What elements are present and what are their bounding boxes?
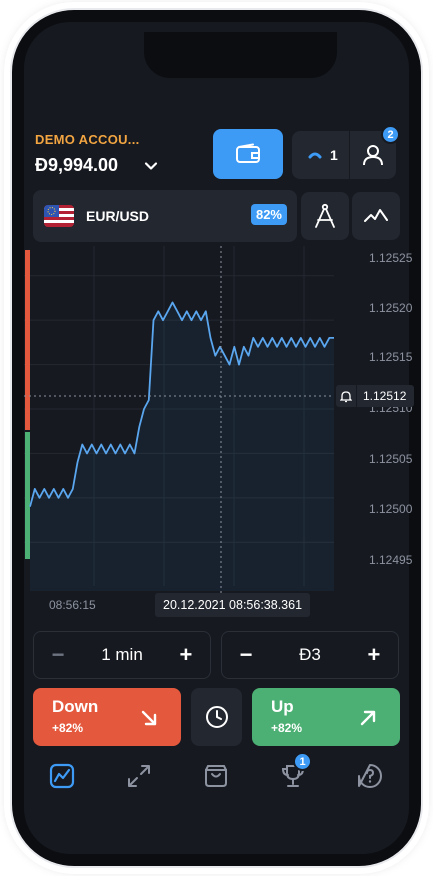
notification-badge: 2 <box>381 125 400 144</box>
up-label: Up <box>271 697 294 716</box>
shop-icon[interactable] <box>202 762 230 790</box>
trophy-icon[interactable]: 1 <box>279 752 312 790</box>
y-tick-label: 1.12505 <box>369 452 413 466</box>
amount-value: Đ3 <box>299 645 321 664</box>
y-tick-label: 1.12495 <box>369 553 413 567</box>
y-tick-label: 1.12520 <box>369 301 413 315</box>
down-label: Down <box>52 697 99 716</box>
up-zone-bar <box>25 432 30 559</box>
x-tick-label: 08:56:15 <box>49 598 96 612</box>
y-tick-label: 1.12525 <box>369 251 413 265</box>
chart-type-button[interactable] <box>352 192 400 240</box>
amount-decrease-button[interactable]: − <box>239 642 253 667</box>
wallet-button[interactable] <box>213 129 283 179</box>
help-icon[interactable] <box>356 762 384 790</box>
swap-icon[interactable] <box>125 762 153 790</box>
duration-stepper[interactable]: − 1 min + <box>33 631 211 679</box>
price-area <box>30 302 334 591</box>
chart-canvas[interactable] <box>24 246 409 622</box>
duration-decrease-button[interactable]: − <box>51 642 65 667</box>
timer-button[interactable] <box>191 688 242 746</box>
current-price-tag[interactable]: 1.12512 <box>336 385 415 407</box>
up-payout: +82% <box>271 721 303 735</box>
streak-panel[interactable]: 1 2 <box>292 125 400 179</box>
line-chart-icon <box>364 209 388 222</box>
current-price-value: 1.12512 <box>356 385 414 407</box>
clock-icon <box>205 706 228 728</box>
amount-increase-button[interactable]: + <box>367 642 381 667</box>
price-chart[interactable]: 1.12525 1.12520 1.12515 1.12510 1.12505 … <box>24 246 415 622</box>
cursor-time-label: 20.12.2021 08:56:38.361 <box>155 593 311 617</box>
account-balance: Đ9,994.00 <box>35 155 119 175</box>
down-zone-bar <box>25 250 30 430</box>
account-selector[interactable]: DEMO ACCOU... Đ9,994.00 <box>35 132 158 176</box>
amount-stepper[interactable]: − Đ3 + <box>221 631 399 679</box>
asset-pair: EUR/USD <box>86 208 150 224</box>
down-button[interactable]: Down +82% <box>33 688 181 746</box>
wallet-icon <box>236 143 260 163</box>
user-icon <box>363 145 383 166</box>
rank-arc-icon <box>308 152 322 159</box>
chevron-down-icon[interactable] <box>144 159 158 173</box>
eu-us-flag-icon <box>44 205 74 227</box>
compass-icon <box>315 203 335 228</box>
up-button[interactable]: Up +82% <box>252 688 400 746</box>
y-tick-label: 1.12500 <box>369 502 413 516</box>
arrow-up-right-icon <box>360 710 376 726</box>
duration-value: 1 min <box>101 645 143 664</box>
bell-icon[interactable] <box>336 390 356 403</box>
duration-increase-button[interactable]: + <box>179 642 193 667</box>
phone-notch <box>144 32 337 78</box>
bottom-navigation: 1 <box>24 752 409 798</box>
profile-button[interactable]: 2 <box>350 125 400 179</box>
asset-selector[interactable]: EUR/USD 82% <box>33 190 297 242</box>
price-line <box>29 301 334 507</box>
drawing-tools-button[interactable] <box>301 192 349 240</box>
chart-icon[interactable] <box>48 762 76 790</box>
payout-badge: 82% <box>250 204 287 225</box>
trophy-badge: 1 <box>293 752 312 771</box>
arrow-down-right-icon <box>141 710 157 726</box>
account-name: DEMO ACCOU... <box>35 132 140 147</box>
down-payout: +82% <box>52 721 84 735</box>
y-tick-label: 1.12515 <box>369 350 413 364</box>
streak-count: 1 <box>330 147 338 163</box>
